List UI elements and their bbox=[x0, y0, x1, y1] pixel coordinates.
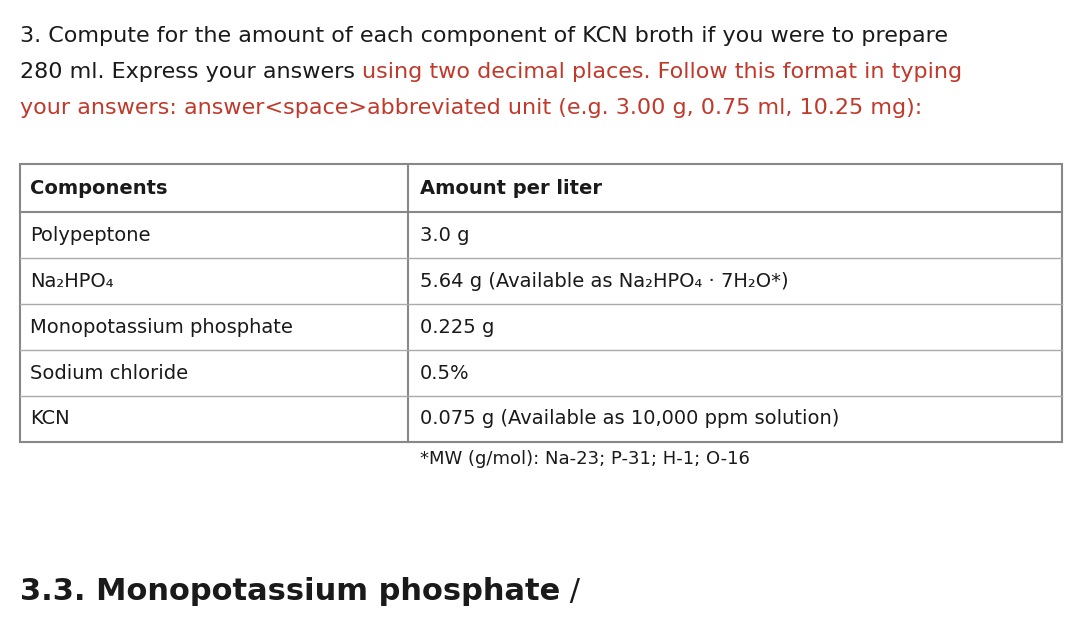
Text: Sodium chloride: Sodium chloride bbox=[30, 363, 188, 383]
Text: Amount per liter: Amount per liter bbox=[420, 178, 602, 198]
Text: 0.225 g: 0.225 g bbox=[420, 317, 495, 337]
Text: Polypeptone: Polypeptone bbox=[30, 225, 150, 245]
Text: Na₂HPO₄: Na₂HPO₄ bbox=[30, 272, 113, 290]
Text: KCN: KCN bbox=[30, 410, 69, 428]
Text: 280 ml. Express your answers: 280 ml. Express your answers bbox=[21, 62, 362, 82]
Text: 0.075 g (Available as 10,000 ppm solution): 0.075 g (Available as 10,000 ppm solutio… bbox=[420, 410, 839, 428]
Text: 3.3. Monopotassium phosphate: 3.3. Monopotassium phosphate bbox=[21, 577, 561, 606]
Text: Components: Components bbox=[30, 178, 167, 198]
Text: *MW (g/mol): Na-23; P-31; H-1; O-16: *MW (g/mol): Na-23; P-31; H-1; O-16 bbox=[420, 450, 750, 468]
Text: 5.64 g (Available as Na₂HPO₄ · 7H₂O*): 5.64 g (Available as Na₂HPO₄ · 7H₂O*) bbox=[420, 272, 788, 290]
Text: /: / bbox=[561, 577, 580, 606]
Text: your answers: answer<space>abbreviated unit (e.g. 3.00 g, 0.75 ml, 10.25 mg):: your answers: answer<space>abbreviated u… bbox=[21, 98, 922, 118]
Text: 3. Compute for the amount of each component of KCN broth if you were to prepare: 3. Compute for the amount of each compon… bbox=[21, 26, 948, 46]
Bar bbox=[21, 164, 1062, 442]
Text: 3.0 g: 3.0 g bbox=[420, 225, 470, 245]
Text: Monopotassium phosphate: Monopotassium phosphate bbox=[30, 317, 293, 337]
Text: 0.5%: 0.5% bbox=[420, 363, 470, 383]
Text: using two decimal places. Follow this format in typing: using two decimal places. Follow this fo… bbox=[362, 62, 962, 82]
